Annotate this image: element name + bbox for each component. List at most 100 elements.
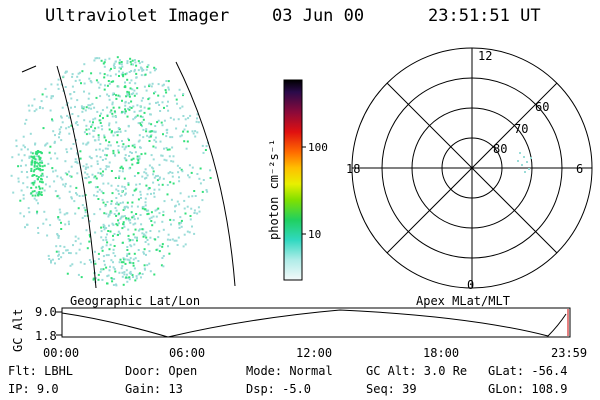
emission-pixel	[30, 161, 33, 164]
emission-pixel	[52, 130, 55, 133]
emission-pixel	[26, 176, 29, 179]
emission-pixel	[191, 195, 194, 198]
emission-pixel	[117, 192, 120, 195]
emission-pixel	[37, 232, 40, 234]
emission-pixel	[76, 123, 79, 126]
emission-pixel	[97, 252, 100, 255]
emission-pixel	[124, 262, 127, 265]
x-tick-1800: 18:00	[423, 346, 459, 360]
emission-pixel	[15, 139, 18, 142]
emission-pixel	[127, 182, 130, 184]
emission-pixel	[84, 171, 87, 174]
emission-pixel	[87, 104, 90, 107]
emission-pixel	[94, 262, 97, 265]
emission-pixel	[112, 238, 115, 241]
emission-pixel	[152, 181, 155, 184]
emission-pixel	[154, 136, 157, 139]
emission-pixel	[105, 254, 108, 257]
emission-pixel	[144, 204, 147, 207]
emission-pixel	[167, 80, 170, 83]
emission-pixel	[68, 190, 71, 193]
emission-pixel	[85, 133, 88, 136]
emission-pixel	[139, 146, 141, 149]
emission-pixel	[100, 247, 103, 250]
emission-pixel	[50, 259, 52, 262]
emission-pixel	[146, 239, 149, 241]
emission-pixel	[114, 60, 117, 63]
emission-pixel	[40, 178, 43, 181]
emission-pixel	[166, 238, 169, 241]
emission-pixel	[33, 190, 36, 193]
emission-pixel	[128, 252, 131, 255]
emission-pixel	[196, 113, 199, 116]
emission-pixel	[61, 178, 64, 181]
emission-pixel	[148, 164, 151, 167]
emission-pixel	[35, 199, 38, 202]
emission-pixel	[31, 190, 34, 193]
emission-pixel	[95, 148, 98, 151]
emission-pixel	[124, 154, 127, 157]
emission-pixel	[94, 127, 97, 130]
emission-pixel	[114, 177, 117, 179]
emission-pixel	[183, 140, 186, 143]
emission-pixel	[103, 73, 106, 76]
emission-pixel	[51, 118, 53, 121]
emission-pixel	[172, 160, 175, 163]
emission-pixel	[165, 135, 168, 138]
emission-pixel	[46, 142, 49, 145]
emission-pixel	[143, 267, 146, 270]
emission-pixel	[180, 221, 183, 224]
emission-pixel	[102, 223, 105, 226]
emission-pixel	[38, 191, 41, 193]
emission-pixel	[151, 82, 154, 85]
emission-pixel	[93, 213, 96, 216]
emission-pixel	[82, 106, 85, 109]
emission-pixel	[122, 221, 125, 224]
emission-pixel	[48, 258, 51, 260]
emission-pixel	[147, 212, 150, 215]
emission-pixel	[103, 212, 106, 215]
emission-pixel	[157, 119, 160, 122]
emission-pixel	[66, 272, 69, 275]
emission-pixel	[144, 73, 147, 76]
emission-pixel	[194, 195, 197, 197]
emission-pixel	[104, 157, 107, 160]
emission-pixel	[137, 229, 140, 232]
emission-pixel	[97, 273, 100, 276]
emission-pixel	[65, 70, 68, 73]
emission-pixel	[122, 283, 125, 286]
emission-pixel	[117, 230, 120, 233]
emission-pixel	[148, 136, 151, 139]
emission-pixel	[144, 197, 147, 200]
emission-pixel	[161, 154, 164, 157]
emission-pixel	[76, 99, 79, 102]
emission-pixel	[108, 122, 111, 125]
emission-pixel	[35, 175, 38, 178]
emission-pixel	[118, 106, 121, 109]
emission-pixel	[96, 57, 98, 60]
emission-pixel	[71, 263, 74, 266]
mlt-label-12: 12	[478, 49, 492, 63]
emission-pixel	[158, 250, 161, 253]
emission-pixel	[119, 202, 122, 205]
emission-pixel	[103, 65, 106, 68]
emission-pixel	[88, 240, 91, 243]
emission-pixel	[104, 58, 107, 61]
emission-pixel	[88, 120, 91, 123]
emission-pixel	[90, 261, 93, 264]
emission-pixel	[40, 194, 43, 196]
emission-pixel	[131, 201, 134, 204]
emission-pixel	[162, 214, 165, 217]
aurora-emission-pixels	[10, 56, 212, 287]
emission-pixel	[150, 211, 153, 214]
emission-pixel	[39, 187, 41, 190]
emission-pixel	[161, 84, 164, 87]
emission-pixel	[143, 106, 146, 109]
emission-pixel	[64, 223, 67, 226]
emission-pixel	[127, 94, 129, 97]
emission-pixel	[167, 172, 170, 175]
emission-pixel	[100, 190, 103, 193]
emission-pixel	[98, 119, 101, 122]
emission-pixel	[111, 103, 114, 106]
emission-pixel	[102, 255, 105, 258]
